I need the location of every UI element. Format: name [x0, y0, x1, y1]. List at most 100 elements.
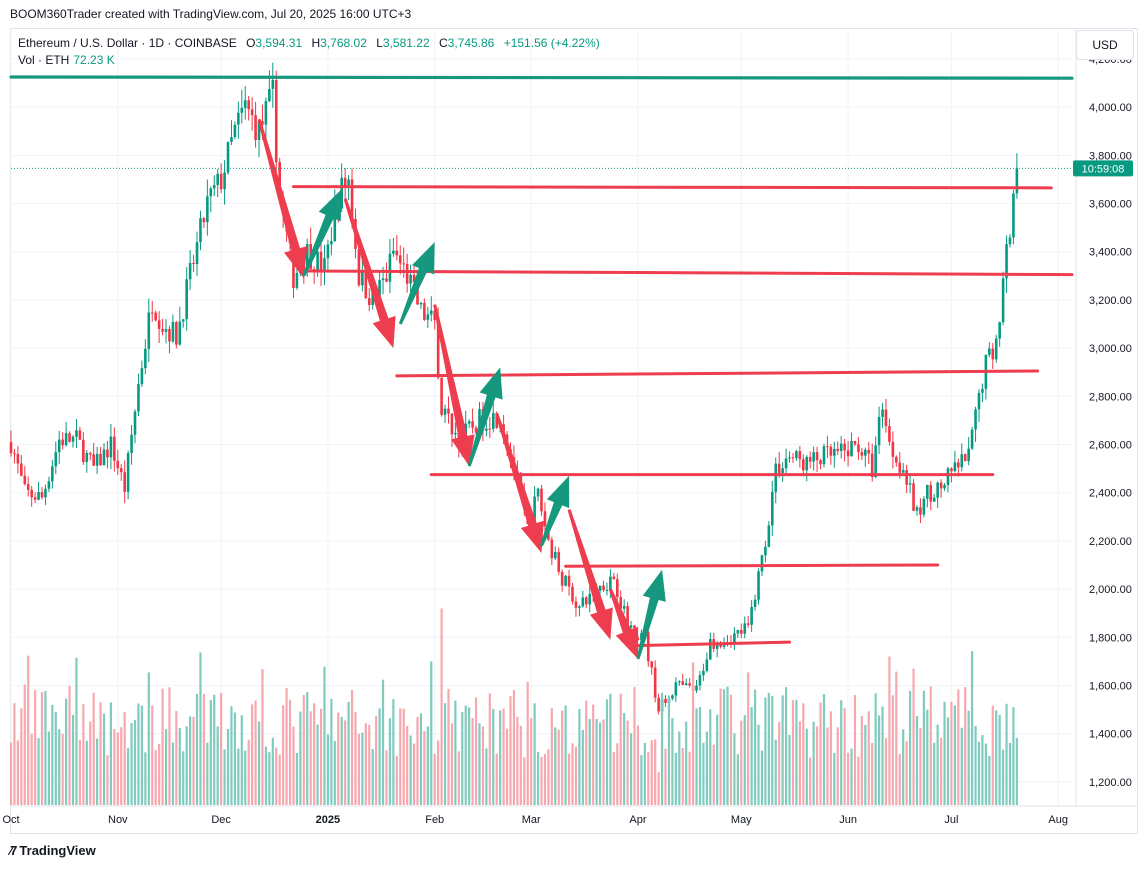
tradingview-logo[interactable]: ⁄7 TradingView	[10, 843, 96, 858]
candle-body	[760, 555, 764, 572]
volume-bar	[488, 693, 491, 805]
candle-body	[939, 482, 943, 489]
volume-bar	[313, 703, 316, 805]
candle-body	[54, 452, 58, 467]
candle-body	[371, 290, 375, 306]
candle-body	[164, 329, 168, 332]
volume-bar	[226, 729, 230, 805]
candle-body	[416, 281, 419, 305]
candle	[953, 450, 957, 473]
candle-body	[181, 319, 185, 322]
candle-body	[71, 436, 75, 442]
candle-body	[51, 466, 54, 482]
candle-body	[226, 141, 230, 173]
volume-bar	[519, 725, 522, 805]
volume-bar	[843, 708, 846, 805]
candle-body	[347, 179, 350, 188]
candle-body	[230, 137, 233, 142]
volume-bar	[809, 757, 812, 805]
candle	[102, 443, 106, 466]
volume-bar	[764, 697, 767, 805]
candle-body	[206, 196, 209, 223]
candle	[192, 254, 195, 272]
candle-body	[78, 430, 82, 440]
candle	[981, 383, 984, 403]
candle	[553, 546, 557, 560]
candle-body	[113, 436, 116, 461]
candle-body	[398, 255, 402, 264]
down-arrow	[343, 198, 396, 349]
candle	[853, 440, 857, 447]
candle	[9, 430, 13, 457]
candle	[884, 398, 888, 433]
candle	[206, 179, 209, 236]
volume-bar	[161, 688, 164, 805]
volume-bar	[526, 681, 529, 805]
candle	[68, 431, 71, 443]
volume-bar	[416, 716, 419, 805]
candle	[664, 695, 667, 707]
candle	[698, 671, 702, 691]
price-tick-label: 4,000.00	[1089, 102, 1132, 114]
candle	[1008, 233, 1012, 248]
volume-bar	[791, 700, 795, 805]
volume-bar	[929, 686, 932, 805]
candle-body	[981, 388, 984, 393]
candle	[51, 459, 54, 489]
candle-body	[385, 278, 388, 282]
candle	[774, 457, 778, 504]
candle	[254, 101, 257, 148]
time-tick-label: Oct	[2, 814, 19, 826]
candle	[919, 498, 922, 524]
volume-bar	[202, 693, 206, 805]
legend-open: 3,594.31	[255, 36, 303, 50]
candle	[991, 343, 995, 369]
candle-body	[395, 250, 399, 256]
volume-bar	[154, 749, 157, 805]
volume-bar	[674, 752, 677, 805]
candle-body	[774, 463, 778, 492]
candle	[137, 373, 140, 417]
candle-body	[943, 485, 946, 489]
candle-body	[877, 416, 881, 446]
volume-bar	[333, 741, 336, 805]
candle	[440, 374, 443, 417]
candle-body	[905, 470, 908, 485]
candle	[99, 446, 102, 466]
legend-volume-label[interactable]: Vol · ETH	[18, 53, 70, 67]
candle	[839, 435, 843, 459]
candle-body	[216, 173, 219, 185]
volume-bar	[399, 708, 402, 805]
volume-bar	[733, 733, 736, 805]
candle	[361, 261, 364, 292]
candle	[536, 487, 540, 502]
volume-bar	[502, 708, 505, 805]
currency-button[interactable]: USD	[1076, 30, 1134, 60]
candle	[1001, 271, 1005, 326]
volume-bar	[812, 721, 815, 805]
candle	[764, 540, 767, 563]
candle-body	[357, 249, 361, 286]
candle	[54, 441, 58, 475]
candle	[736, 629, 740, 638]
volume-bar	[412, 743, 416, 805]
down-arrow	[495, 412, 544, 553]
candles-layer	[9, 62, 1019, 719]
volume-bar	[564, 705, 567, 805]
volume-bar	[406, 726, 409, 805]
candle-body	[846, 450, 850, 457]
legend-symbol[interactable]: Ethereum / U.S. Dollar · 1D · COINBASE	[18, 36, 237, 50]
countdown-badge: 10:59:08	[1073, 160, 1133, 177]
volume-bar	[595, 718, 598, 805]
candle-body	[16, 454, 20, 464]
candle	[116, 449, 120, 475]
candle-body	[119, 468, 123, 473]
candle	[33, 492, 37, 504]
volume-bar	[40, 692, 44, 805]
candle-body	[392, 250, 395, 254]
candle-body	[540, 488, 543, 512]
candle-body	[175, 322, 178, 345]
volume-bar	[574, 746, 578, 805]
candle-body	[557, 552, 561, 572]
